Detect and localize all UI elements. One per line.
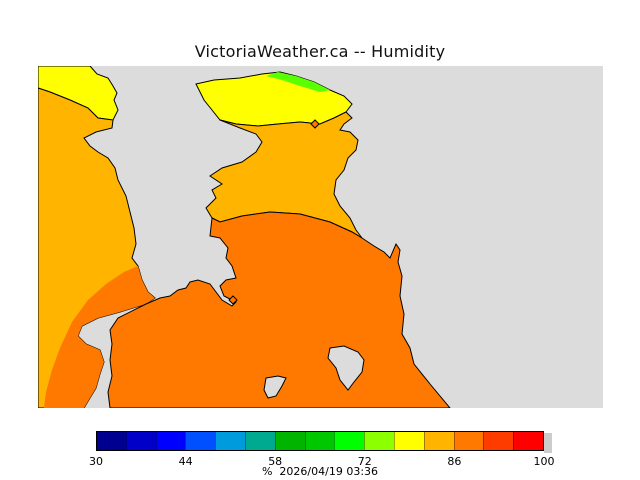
colorbar-swatch [423, 432, 454, 450]
colorbar-swatch [483, 432, 514, 450]
colorbar-tick-label: 44 [178, 455, 193, 468]
station-marker-north [310, 119, 320, 129]
units-label: % [261, 465, 273, 478]
timestamp: 2026/04/19 03:36 [279, 465, 379, 478]
colorbar-swatch [125, 432, 156, 450]
colorbar-swatch [513, 432, 543, 450]
humidity-band-72-79 [266, 72, 330, 92]
humidity-band-93-100-west [44, 266, 155, 408]
colorbar-swatch [393, 432, 424, 450]
colorbar-tick-label: 72 [357, 455, 372, 468]
colorbar-swatch [334, 432, 365, 450]
colorbar-swatch [185, 432, 216, 450]
colorbar-swatch [453, 432, 484, 450]
colorbar-tick-label: 100 [533, 455, 555, 468]
colorbar-swatch [364, 432, 394, 450]
colorbar-tick-label: 30 [89, 455, 103, 468]
colorbar-footer: % 2026/04/19 03:36 [0, 465, 640, 478]
humidity-band-86-93-central [205, 111, 363, 239]
humidity-colorbar [96, 431, 544, 451]
map-title: VictoriaWeather.ca -- Humidity [194, 42, 446, 61]
colorbar-tick-label: 86 [447, 455, 462, 468]
humidity-band-93-100-main [107, 211, 451, 408]
island-1 [327, 345, 365, 391]
island-2 [263, 375, 287, 399]
colorbar-swatch [244, 432, 275, 450]
colorbar-swatch [97, 432, 126, 450]
colorbar-swatch [215, 432, 245, 450]
colorbar-swatch [274, 432, 305, 450]
station-marker-south [228, 295, 238, 305]
colorbar-swatch [304, 432, 335, 450]
colorbar-shadow [544, 433, 552, 453]
humidity-map [38, 66, 603, 408]
colorbar-tick-label: 58 [268, 455, 283, 468]
colorbar-swatch [155, 432, 186, 450]
